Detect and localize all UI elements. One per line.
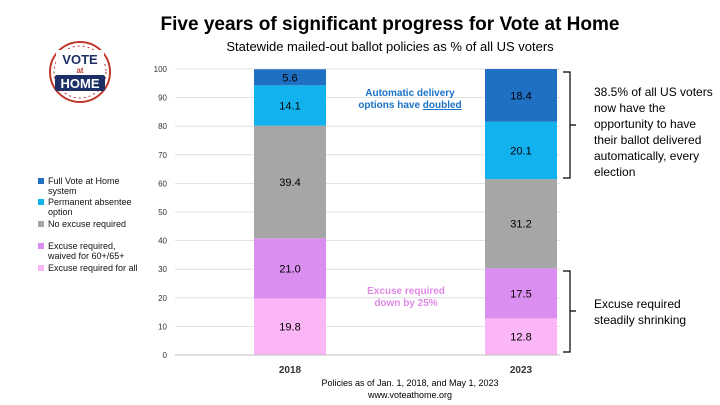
legend-label: Excuse required, bbox=[48, 241, 116, 251]
y-tick-label: 20 bbox=[158, 294, 167, 303]
data-label: 17.5 bbox=[510, 288, 531, 300]
y-tick-label: 100 bbox=[154, 65, 168, 74]
data-label: 18.4 bbox=[510, 90, 531, 102]
bar-segment bbox=[254, 69, 326, 86]
legend-swatch bbox=[38, 178, 44, 184]
legend-label: option bbox=[48, 207, 73, 217]
x-tick-label: 2018 bbox=[279, 365, 302, 376]
y-tick-label: 80 bbox=[158, 122, 167, 131]
top-bracket bbox=[563, 71, 576, 179]
y-tick-label: 60 bbox=[158, 179, 167, 188]
logo-text-home: HOME bbox=[61, 76, 100, 91]
logo-text-at: at bbox=[76, 66, 83, 75]
chart-subtitle: Statewide mailed-out ballot policies as … bbox=[226, 39, 554, 54]
data-label: 21.0 bbox=[279, 263, 300, 275]
legend-label: No excuse required bbox=[48, 219, 127, 229]
legend-swatch bbox=[38, 265, 44, 271]
y-tick-label: 30 bbox=[158, 265, 167, 274]
footer-website: www.voteathome.org bbox=[367, 390, 453, 400]
brackets bbox=[563, 71, 576, 353]
legend-swatch bbox=[38, 199, 44, 205]
legend-label: waived for 60+/65+ bbox=[48, 251, 125, 261]
y-axis: 0 10 20 30 40 50 60 70 80 90 100 bbox=[154, 65, 168, 360]
x-axis: 2018 2023 bbox=[175, 354, 560, 376]
note-automatic-delivery: 38.5% of all US voters now have the oppo… bbox=[594, 85, 713, 179]
bar-stacks: 19.8 21.0 39.4 14.1 5.6 12.8 17.5 31.2 20.1 18.4 bbox=[254, 69, 557, 355]
annotation-text: Excuse required bbox=[367, 286, 445, 297]
bar-segment bbox=[485, 179, 557, 269]
annotation-excuse-down: Excuse required down by 25% bbox=[356, 286, 456, 310]
bar-segment bbox=[254, 238, 326, 299]
legend-label: system bbox=[48, 186, 77, 196]
bar-segment bbox=[485, 318, 557, 355]
data-label: 19.8 bbox=[279, 322, 300, 334]
annotation-underlined-text: doubled bbox=[422, 100, 462, 111]
y-tick-label: 40 bbox=[158, 237, 167, 246]
legend-swatch bbox=[38, 221, 44, 227]
annotation-text: down by 25% bbox=[374, 298, 438, 309]
annotation-automatic-delivery: Automatic delivery options have doubled bbox=[355, 88, 465, 112]
annotation-text: Automatic delivery bbox=[365, 88, 455, 99]
footer-policy-dates: Policies as of Jan. 1, 2018, and May 1, … bbox=[321, 378, 499, 388]
vote-at-home-logo: VOTE at HOME bbox=[49, 41, 111, 103]
data-label: 12.8 bbox=[510, 332, 531, 344]
y-tick-label: 90 bbox=[158, 94, 167, 103]
bar-segment bbox=[485, 121, 557, 180]
data-label: 31.2 bbox=[510, 219, 531, 231]
annotation-text: options have bbox=[358, 100, 423, 111]
y-tick-label: 0 bbox=[163, 351, 168, 360]
legend-label: Full Vote at Home bbox=[48, 176, 120, 186]
note-excuse-shrinking: Excuse required steadily shrinking bbox=[594, 297, 687, 327]
bar-segment bbox=[254, 298, 326, 355]
data-label: 14.1 bbox=[279, 100, 300, 112]
legend-swatch bbox=[38, 243, 44, 249]
bar-segment bbox=[485, 268, 557, 319]
bottom-bracket bbox=[563, 270, 576, 353]
data-label: 5.6 bbox=[282, 72, 297, 84]
legend: Full Vote at Home system Permanent absent… bbox=[38, 0, 178, 405]
chart-title: Five years of significant progress for V… bbox=[160, 14, 620, 35]
data-label: 39.4 bbox=[279, 177, 300, 189]
bar-segment bbox=[254, 125, 326, 239]
x-tick-label: 2023 bbox=[510, 365, 533, 376]
y-tick-label: 50 bbox=[158, 208, 167, 217]
legend-label: Excuse required for all bbox=[48, 263, 138, 273]
bar-segment bbox=[254, 85, 326, 126]
legend-label: Permanent absentee bbox=[48, 197, 132, 207]
logo-text-vote: VOTE bbox=[62, 52, 98, 67]
data-label: 20.1 bbox=[510, 145, 531, 157]
bar-segment bbox=[485, 69, 557, 122]
y-tick-label: 10 bbox=[158, 322, 167, 331]
y-tick-label: 70 bbox=[158, 151, 167, 160]
